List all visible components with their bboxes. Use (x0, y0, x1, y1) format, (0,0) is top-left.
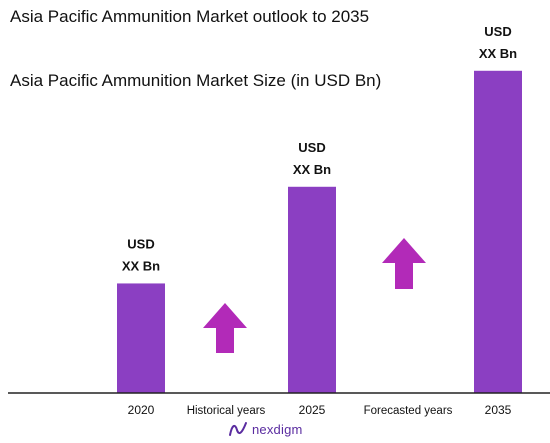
x-tick-label: 2035 (485, 403, 512, 417)
x-tick-label: 2020 (128, 403, 155, 417)
period-label: Historical years (187, 405, 266, 417)
bar-value-label: USD (298, 140, 325, 155)
bar-value-label: XX Bn (479, 46, 517, 61)
bar-2020 (117, 283, 165, 393)
nexdigm-logo-icon (229, 422, 247, 436)
bar-value-label: USD (484, 24, 511, 39)
bar-2025 (288, 186, 336, 393)
period-label: Forecasted years (364, 405, 453, 417)
chart-title: Asia Pacific Ammunition Market outlook t… (10, 7, 370, 26)
chart-subtitle: Asia Pacific Ammunition Market Size (in … (10, 71, 382, 90)
nexdigm-logo: nexdigm (228, 419, 303, 439)
bar-value-label: USD (127, 236, 154, 251)
growth-arrow-icon (382, 238, 426, 289)
logo-text: nexdigm (252, 421, 303, 437)
x-tick-label: 2025 (299, 403, 326, 417)
bar-value-label: XX Bn (122, 258, 160, 273)
bar-value-label: XX Bn (293, 162, 331, 177)
bar-2035 (474, 70, 522, 394)
growth-arrow-icon (203, 303, 247, 353)
